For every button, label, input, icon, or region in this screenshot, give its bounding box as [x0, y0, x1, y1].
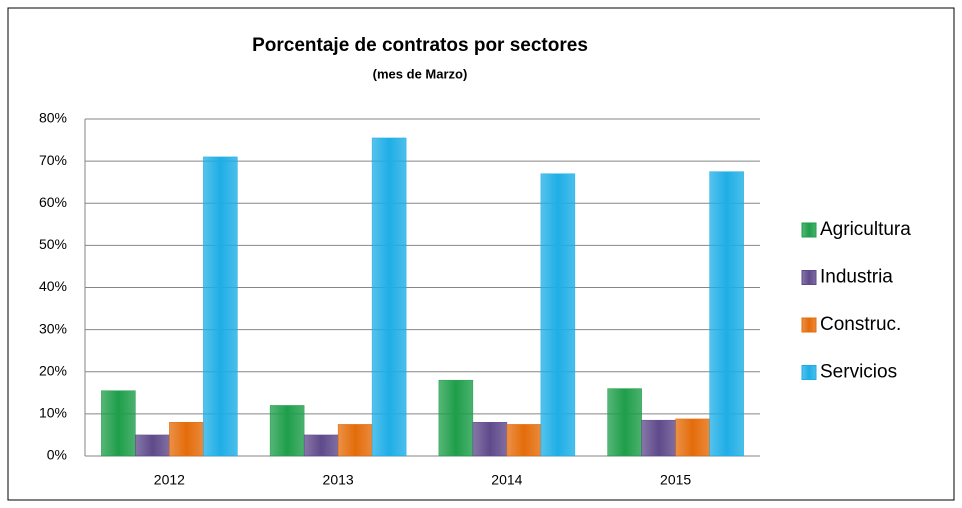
x-tick-label: 2014	[491, 472, 522, 488]
y-tick-label: 60%	[39, 194, 67, 210]
legend-label: Construc.	[820, 314, 901, 335]
bar	[337, 424, 373, 457]
legend-label: Agricultura	[820, 219, 911, 240]
bar	[540, 173, 576, 457]
y-tick-label: 40%	[39, 278, 67, 294]
y-tick-label: 0%	[47, 447, 67, 463]
x-tick-label: 2015	[660, 472, 691, 488]
bar	[135, 434, 170, 457]
chart-frame	[7, 7, 955, 501]
legend-swatch	[801, 317, 817, 333]
bar	[641, 419, 676, 457]
x-tick-label: 2012	[154, 472, 185, 488]
bar	[506, 424, 542, 457]
bar	[709, 171, 744, 457]
bar	[303, 434, 339, 457]
legend-label: Servicios	[820, 362, 897, 383]
bar	[607, 388, 642, 457]
bar	[169, 422, 204, 457]
chart-subtitle: (mes de Marzo)	[373, 66, 468, 81]
legend-swatch	[801, 222, 817, 238]
bar	[371, 137, 407, 457]
y-tick-label: 70%	[39, 152, 67, 168]
bar	[203, 156, 238, 457]
legend-swatch	[801, 270, 817, 285]
y-tick-label: 50%	[39, 236, 67, 252]
y-tick-label: 30%	[39, 320, 67, 336]
bar	[438, 379, 474, 457]
y-tick-label: 20%	[39, 362, 67, 378]
y-tick-label: 80%	[39, 110, 67, 126]
legend-label: Industria	[820, 267, 893, 288]
chart-title: Porcentaje de contratos por sectores	[252, 35, 588, 56]
bar	[101, 390, 136, 457]
x-tick-label: 2013	[323, 472, 354, 488]
y-tick-label: 10%	[39, 405, 67, 421]
bar	[472, 422, 508, 457]
bar	[675, 418, 710, 457]
bar	[269, 405, 305, 457]
legend-swatch	[801, 365, 817, 380]
